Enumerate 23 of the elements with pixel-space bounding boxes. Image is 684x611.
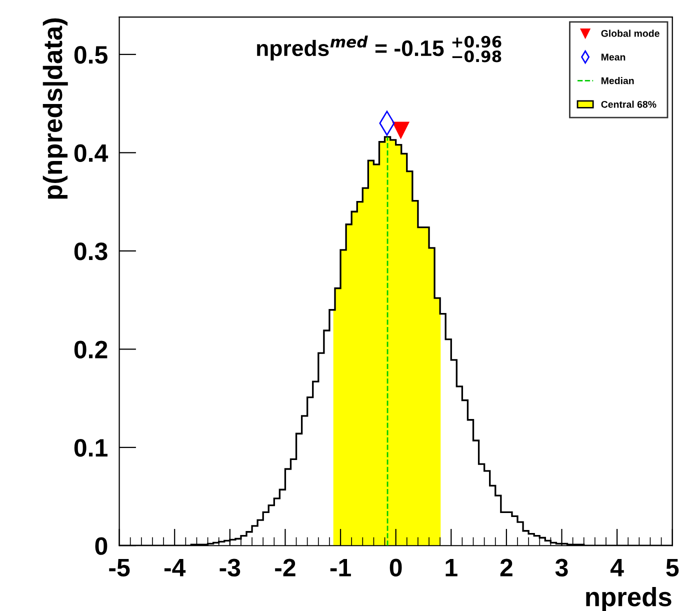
x-tick-label: 0 [390, 558, 402, 576]
legend-label: Global mode [601, 30, 660, 37]
x-tick-label: -2 [275, 558, 296, 576]
x-tick-label: 2 [500, 558, 512, 576]
x-tick-label: 1 [446, 559, 458, 576]
y-tick-label: 0.4 [74, 144, 108, 162]
y-tick-label: 0 [95, 537, 108, 555]
text: npreds$^{med}$ = -0.15 $^{+0.96}$$_{−0.98}$ [257, 36, 502, 62]
y-tick-label: 0.2 [74, 340, 108, 358]
x-tick-label: 4 [610, 559, 624, 576]
y-tick-label: 0.5 [74, 46, 108, 64]
x-tick-label: 3 [555, 558, 568, 577]
y-axis-title: p(npreds|data) [42, 18, 68, 199]
y-tick-label: 0.1 [74, 438, 108, 457]
x-tick-label: -4 [164, 559, 186, 576]
x-tick-label: 5 [666, 559, 679, 576]
y-tick-label: 0.3 [74, 242, 108, 260]
legend-label: Mean [602, 54, 626, 61]
x-tick-label: -3 [220, 558, 240, 577]
x-tick-label: -5 [109, 559, 130, 576]
x-tick-label: -1 [330, 559, 351, 576]
legend-label: Central 68% [601, 100, 656, 108]
legend-label: Median [602, 77, 634, 84]
